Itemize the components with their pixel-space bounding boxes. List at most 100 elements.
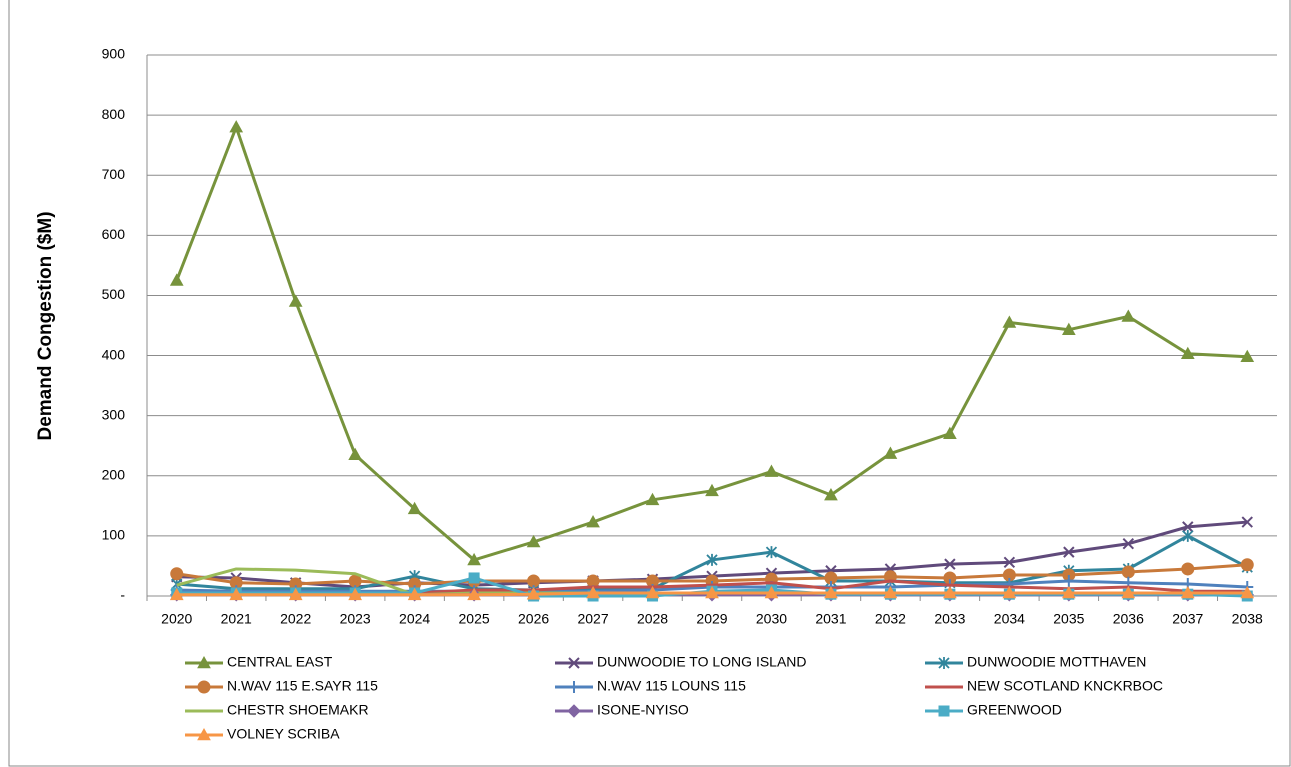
marker (883, 446, 898, 459)
marker (1002, 585, 1017, 599)
marker (586, 585, 600, 599)
legend-label: CHESTR SHOEMAKR (227, 702, 369, 718)
y-tick-label: 900 (102, 46, 126, 62)
marker (824, 585, 838, 599)
marker (1061, 322, 1076, 336)
marker (467, 587, 481, 601)
x-tick-label: 2028 (637, 611, 668, 627)
x-tick-label: 2025 (459, 611, 490, 627)
marker (1122, 537, 1135, 550)
marker (526, 587, 541, 600)
marker (1240, 585, 1255, 599)
x-tick-label: 2026 (518, 611, 549, 627)
marker (586, 574, 600, 588)
legend-label: DUNWOODIE MOTTHAVEN (967, 654, 1146, 670)
marker (527, 574, 541, 588)
x-tick-label: 2031 (815, 611, 846, 627)
marker (467, 552, 481, 566)
marker (229, 587, 244, 601)
x-tick-label: 2037 (1172, 611, 1203, 627)
x-tick-label: 2036 (1113, 611, 1144, 627)
marker (943, 585, 957, 599)
marker (1063, 546, 1075, 558)
marker (764, 464, 779, 477)
marker (288, 587, 303, 601)
marker (407, 587, 422, 601)
legend-label: ISONE-NYISO (597, 702, 689, 718)
marker (197, 727, 211, 741)
marker (468, 572, 480, 584)
x-tick-label: 2033 (934, 611, 965, 627)
legend-label: N.WAV 115 LOUNS 115 (597, 678, 746, 694)
marker (1121, 565, 1135, 579)
marker (169, 587, 184, 601)
y-tick-label: 200 (102, 466, 126, 482)
y-tick-label: 100 (102, 527, 126, 543)
marker (1241, 516, 1253, 528)
marker (1182, 521, 1194, 533)
x-tick-label: 2022 (280, 611, 311, 627)
marker (883, 585, 898, 599)
marker (567, 704, 581, 718)
legend-label: VOLNEY SCRIBA (227, 726, 340, 742)
marker (824, 487, 838, 501)
legend-label: GREENWOOD (967, 702, 1062, 718)
y-tick-label: 300 (102, 406, 126, 422)
y-tick-label: 400 (102, 346, 126, 362)
x-tick-label: 2034 (994, 611, 1025, 627)
marker (1003, 556, 1016, 569)
marker (197, 655, 211, 669)
marker (1121, 309, 1136, 322)
marker (526, 534, 541, 548)
marker (765, 546, 778, 559)
marker (1180, 585, 1195, 599)
x-tick-label: 2029 (696, 611, 727, 627)
marker (568, 657, 580, 669)
y-tick-label: - (120, 587, 125, 603)
y-tick-label: 800 (102, 106, 126, 122)
x-tick-label: 2035 (1053, 611, 1084, 627)
x-tick-label: 2023 (340, 611, 371, 627)
x-tick-label: 2038 (1232, 611, 1263, 627)
marker (1182, 529, 1194, 542)
marker (1240, 349, 1255, 363)
marker (938, 705, 950, 717)
y-tick-label: 700 (102, 166, 126, 182)
marker (1121, 585, 1136, 599)
marker (1180, 346, 1195, 360)
marker (197, 680, 211, 694)
x-tick-label: 2021 (221, 611, 252, 627)
x-tick-label: 2020 (161, 611, 192, 627)
marker (1062, 574, 1075, 587)
marker (348, 447, 363, 461)
marker (586, 515, 600, 528)
marker (288, 294, 303, 307)
legend-label: CENTRAL EAST (227, 654, 333, 670)
marker (169, 273, 184, 286)
marker (938, 657, 950, 669)
marker (170, 567, 184, 581)
marker (407, 501, 422, 515)
marker (705, 585, 719, 599)
marker (944, 558, 956, 570)
y-tick-label: 600 (102, 226, 126, 242)
legend-label: DUNWOODIE TO LONG ISLAND (597, 654, 807, 670)
marker (1061, 585, 1076, 599)
marker (348, 587, 363, 601)
marker (943, 426, 957, 439)
y-axis-title: Demand Congestion ($M) (35, 211, 56, 440)
y-tick-label: 500 (102, 286, 126, 302)
marker (705, 483, 719, 497)
marker (1002, 315, 1017, 328)
x-tick-label: 2027 (577, 611, 608, 627)
marker (645, 492, 660, 506)
legend-label: NEW SCOTLAND KNCKRBOC (967, 678, 1163, 694)
marker (568, 681, 580, 693)
marker (1240, 558, 1254, 572)
marker (764, 585, 779, 599)
chart-frame (8, 0, 1291, 767)
legend-label: N.WAV 115 E.SAYR 115 (227, 678, 378, 694)
marker (706, 553, 718, 566)
x-tick-label: 2024 (399, 611, 430, 627)
